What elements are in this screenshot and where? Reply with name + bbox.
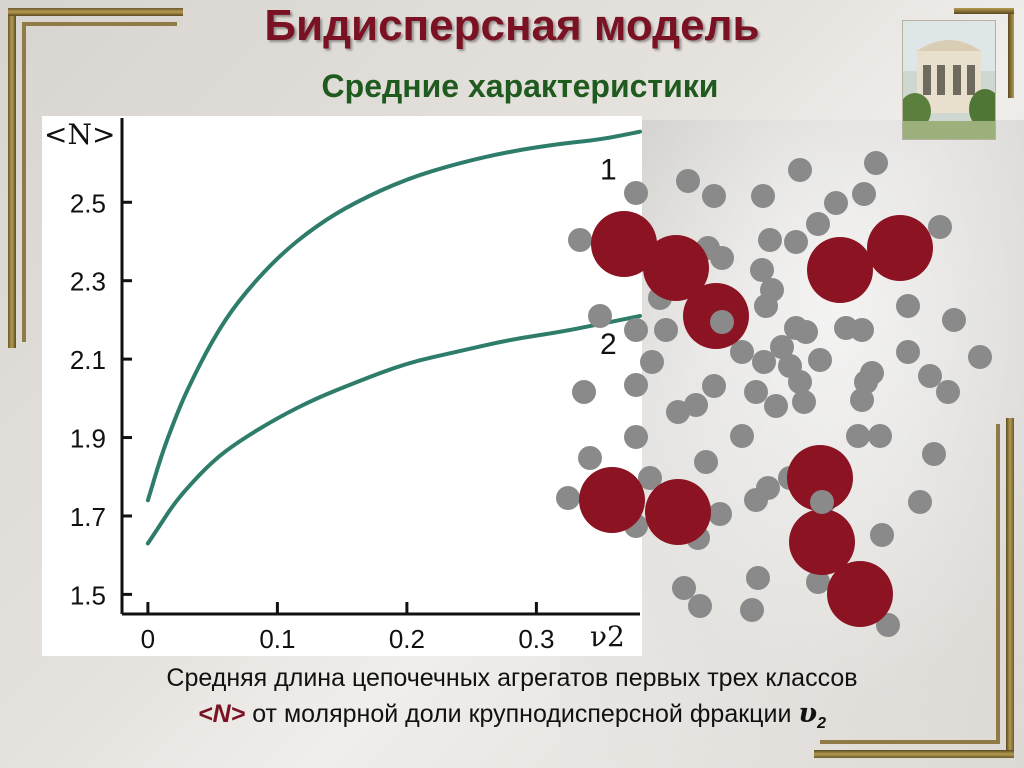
x-tick-label: 0.2: [389, 624, 425, 654]
series-line-2: [145, 314, 642, 546]
x-tick-label: 0.1: [259, 624, 295, 654]
decorative-frame-right-inner: [996, 424, 1000, 744]
caption-line-2: <N> от молярной доли крупнодисперсной фр…: [0, 696, 1024, 742]
y-tick-label: 2.1: [70, 345, 106, 375]
x-axis-title: ν2: [590, 620, 625, 653]
caption-line-2-text: от молярной доли крупнодисперсной фракци…: [252, 700, 792, 728]
y-axis-title: <N>: [44, 118, 115, 151]
slide-caption: Средняя длина цепочечных агрегатов первы…: [0, 660, 1024, 742]
decorative-frame-bottom: [814, 750, 1014, 758]
y-tick-label: 1.7: [70, 502, 106, 532]
caption-n-symbol: <N>: [197, 700, 246, 728]
decorative-frame-left-inner: [22, 22, 26, 342]
decorative-frame-top-right-v: [1008, 8, 1014, 98]
chart-panel: 1.5 1.7 1.9 2.1 2.3 2.5 0 0.1 0.2 0.3 <N> ν2 1 2: [42, 116, 642, 656]
series-line-1: [145, 129, 642, 503]
y-tick-label: 1.5: [70, 580, 106, 610]
decorative-frame-bottom-inner: [820, 740, 1000, 744]
series-label-1: 1: [600, 154, 617, 187]
caption-nu-subscript: 2: [817, 715, 827, 732]
building-photo: [902, 20, 996, 140]
y-tick-label: 1.9: [70, 424, 106, 454]
decorative-frame-right: [1006, 418, 1014, 758]
caption-line-1: Средняя длина цепочечных агрегатов первы…: [166, 664, 858, 692]
y-tick-label: 2.3: [70, 267, 106, 297]
decorative-frame-left: [8, 8, 16, 348]
slide-title: Бидисперсная модель: [264, 1, 760, 50]
x-tick-label: 0.3: [518, 624, 554, 654]
caption-nu-symbol: υ: [798, 698, 818, 729]
x-tick-label: 0: [141, 624, 155, 654]
decorative-frame-top-right-h: [954, 8, 1014, 14]
line-chart: 1.5 1.7 1.9 2.1 2.3 2.5 0 0.1 0.2 0.3 <N> ν2 1 2: [44, 118, 642, 654]
decorative-frame-top-inner: [22, 22, 177, 26]
series-label-2: 2: [600, 328, 617, 361]
y-tick-label: 2.5: [70, 188, 106, 218]
slide-subtitle: Средние характеристики: [321, 68, 719, 104]
decorative-frame-top: [8, 8, 183, 16]
